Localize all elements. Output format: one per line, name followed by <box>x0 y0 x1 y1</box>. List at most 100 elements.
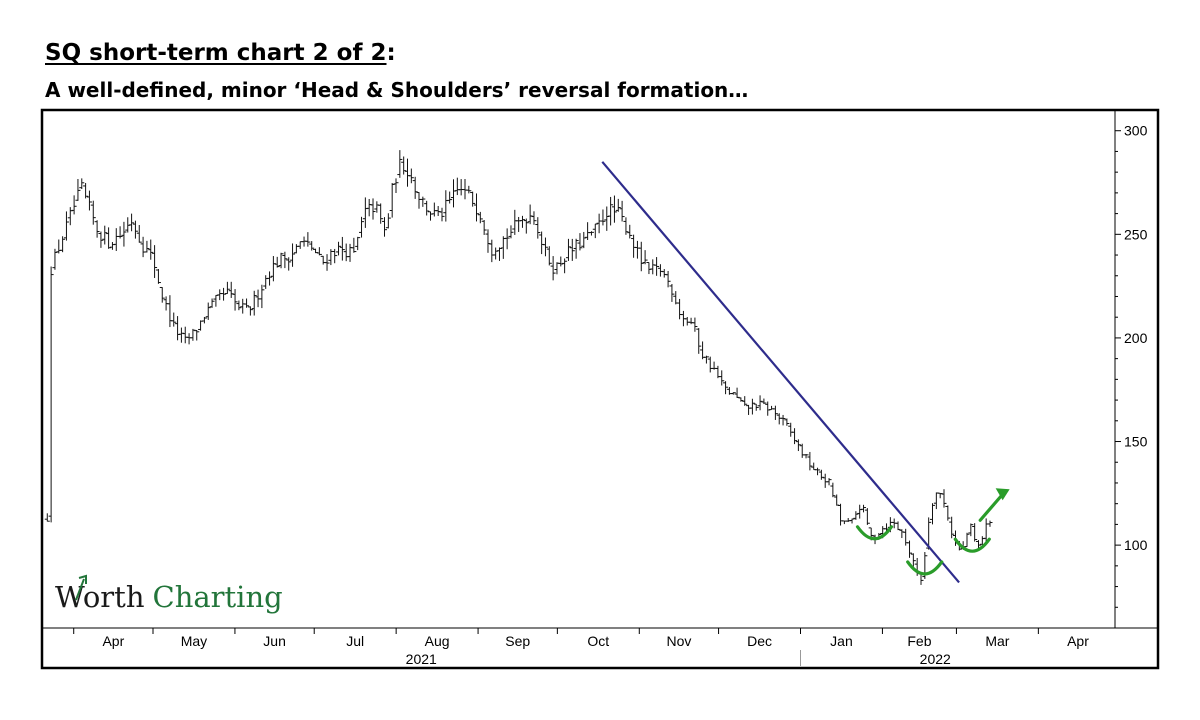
price-bar <box>508 225 514 239</box>
price-bar <box>968 523 974 537</box>
price-bar <box>359 216 365 238</box>
price-bar <box>738 397 744 402</box>
price-bar <box>746 404 752 415</box>
price-bar <box>454 177 460 196</box>
price-bar <box>473 193 479 222</box>
price-bar <box>776 413 782 425</box>
price-bar <box>60 236 66 253</box>
price-bar <box>519 215 525 228</box>
price-bar <box>899 529 905 539</box>
price-bar <box>79 178 85 189</box>
price-bar <box>343 243 349 262</box>
price-bar <box>71 195 77 215</box>
head-arc <box>906 560 944 576</box>
price-bar <box>895 521 901 531</box>
price-bar <box>569 238 575 261</box>
price-bar <box>152 245 158 278</box>
price-bar <box>987 520 993 527</box>
price-bar <box>332 248 338 264</box>
price-bar <box>910 553 916 567</box>
price-bar <box>121 221 127 247</box>
price-bar <box>420 196 426 207</box>
price-bar <box>707 356 713 373</box>
price-bar <box>703 355 709 364</box>
price-bar <box>562 258 568 274</box>
price-bar <box>642 250 648 265</box>
price-bar <box>274 256 280 268</box>
logo-part-charting: Charting <box>153 580 283 614</box>
price-bar <box>795 439 801 452</box>
price-bar <box>857 504 863 519</box>
chart-frame <box>40 108 1160 670</box>
price-bar <box>638 241 644 272</box>
price-bar <box>175 316 181 341</box>
chart-title: SQ short-term chart 2 of 2: <box>45 40 396 66</box>
price-bar <box>849 518 855 524</box>
price-bar <box>52 248 58 270</box>
price-bar <box>546 246 552 266</box>
price-bar <box>389 182 395 218</box>
price-bar <box>493 247 499 260</box>
price-bar <box>757 395 763 411</box>
price-bar <box>600 209 606 226</box>
price-bar <box>477 211 483 224</box>
price-bar <box>742 396 748 406</box>
price-bar <box>136 224 142 243</box>
price-bar <box>247 306 253 316</box>
price-bar <box>305 232 311 247</box>
price-bar <box>198 320 204 331</box>
price-bar <box>397 150 403 178</box>
price-bar <box>182 326 188 344</box>
price-bar <box>278 252 284 269</box>
price-bar <box>627 224 633 239</box>
price-bar <box>401 156 407 175</box>
price-bar <box>539 231 545 255</box>
price-bar <box>512 209 518 235</box>
price-bar <box>106 227 112 249</box>
price-bar <box>527 204 533 225</box>
price-bar <box>236 300 242 311</box>
price-bar <box>224 281 230 295</box>
price-bar <box>554 262 560 275</box>
x-month-label: Dec <box>747 633 772 649</box>
logo-arrow-icon <box>75 574 87 601</box>
price-bar <box>263 275 269 289</box>
price-bar <box>803 454 809 459</box>
logo-part-worth: Worth <box>55 580 145 614</box>
price-bar <box>604 206 610 231</box>
price-bar <box>864 508 870 525</box>
price-bar <box>370 198 376 220</box>
price-bar <box>550 256 556 281</box>
chart-subtitle: A well-defined, minor ‘Head & Shoulders’… <box>45 78 749 102</box>
price-bar <box>458 179 464 196</box>
price-bar <box>669 284 675 302</box>
price-bar <box>56 239 62 254</box>
price-bar <box>148 239 154 260</box>
price-bar <box>83 182 89 199</box>
price-bar <box>259 284 265 309</box>
price-bar <box>489 239 495 263</box>
price-bar <box>117 226 123 239</box>
price-bar <box>765 401 771 416</box>
price-bar <box>194 329 200 341</box>
price-bar <box>581 231 587 249</box>
logo-text: Worth Charting <box>55 580 283 614</box>
price-bar <box>677 298 683 320</box>
price-bar <box>780 414 786 426</box>
price-bar <box>792 428 798 445</box>
price-bar <box>945 505 951 521</box>
price-bar <box>949 516 955 539</box>
price-bar <box>673 291 679 305</box>
price-bar <box>730 392 736 395</box>
price-bar <box>416 192 422 209</box>
price-bar <box>63 211 69 241</box>
price-bar <box>267 271 273 286</box>
price-bar <box>496 247 502 261</box>
x-month-label: Apr <box>1067 633 1089 649</box>
price-bar <box>44 513 50 522</box>
price-bar <box>565 238 571 261</box>
price-bar <box>251 290 257 316</box>
price-bar <box>650 259 656 275</box>
price-bar <box>297 241 303 249</box>
